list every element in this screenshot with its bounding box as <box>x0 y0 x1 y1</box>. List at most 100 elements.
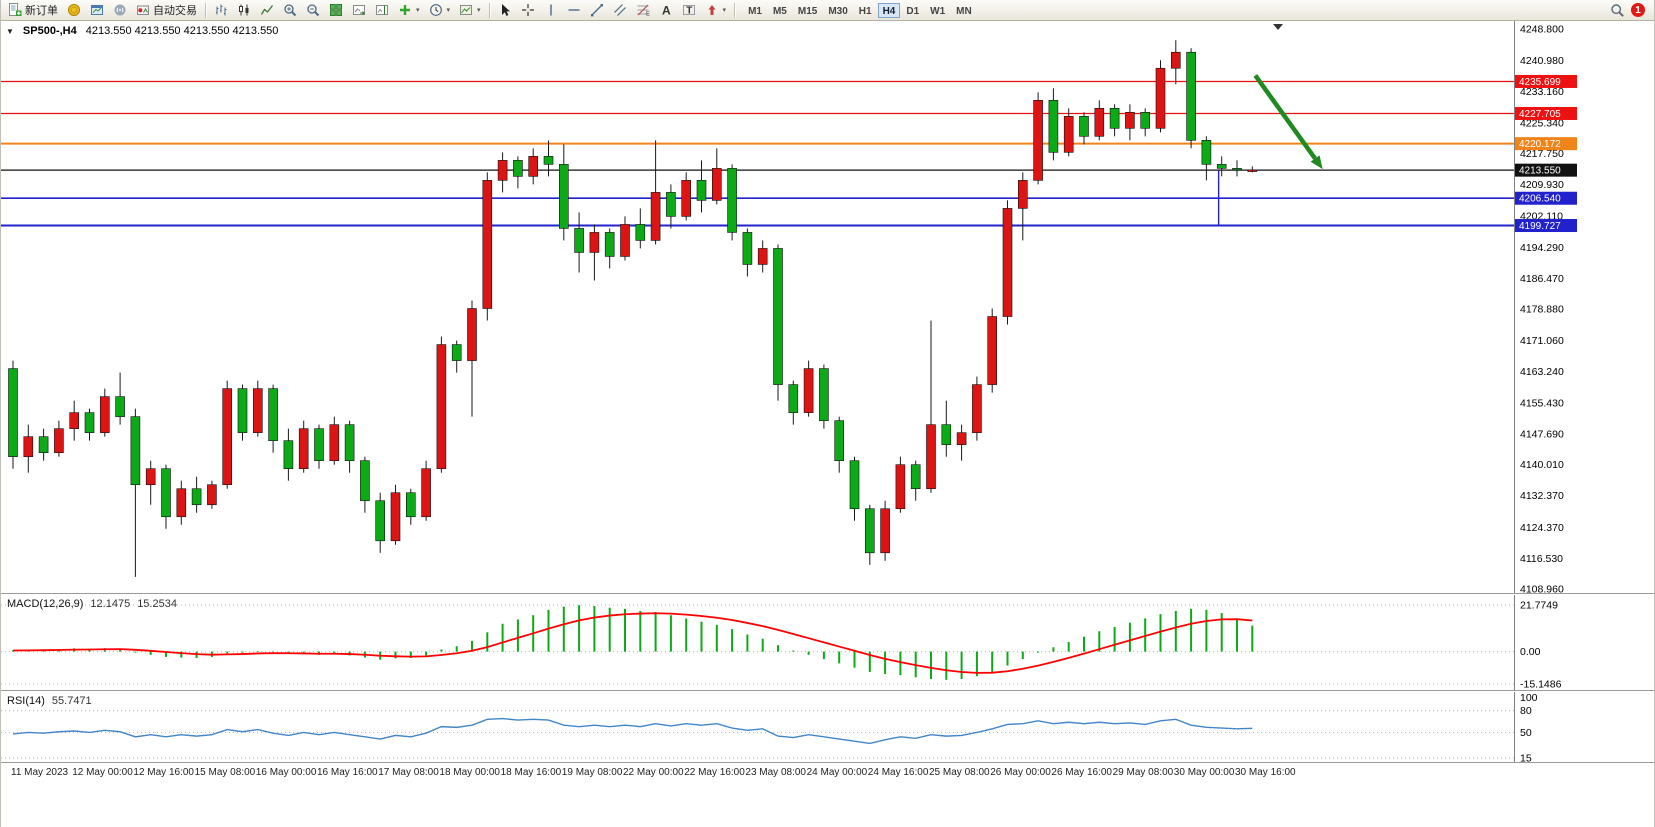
template-icon <box>460 5 473 15</box>
chart-shift-icon <box>376 5 388 15</box>
cursor-icon <box>501 4 510 16</box>
timeframe-button-M5[interactable]: M5 <box>768 3 792 18</box>
svg-text:4116.530: 4116.530 <box>1520 553 1563 565</box>
timeframe-button-H1[interactable]: H1 <box>854 3 877 18</box>
rsi-label-row: RSI(14) 55.7471 <box>7 695 92 707</box>
svg-text:4240.980: 4240.980 <box>1520 55 1564 67</box>
coin-icon <box>68 4 80 16</box>
panel-separator[interactable] <box>1 690 1654 692</box>
panel-separator[interactable] <box>1 762 1654 764</box>
timeframe-buttons: M1 M5 M15 M30 H1 H4 D1 W1 MN <box>743 2 977 18</box>
auto-trading-button[interactable]: 自动交易 <box>132 1 201 19</box>
channel-button[interactable] <box>609 1 631 19</box>
fibonacci-icon: E <box>637 4 650 17</box>
svg-text:-15.1486: -15.1486 <box>1520 679 1562 691</box>
price-level-lines[interactable] <box>1 80 1514 227</box>
svg-text:4213.550: 4213.550 <box>1519 166 1561 177</box>
crosshair-icon <box>521 4 534 16</box>
trendline-button[interactable] <box>586 1 608 19</box>
chart-bars-button[interactable] <box>210 1 232 19</box>
bar-chart-icon <box>216 4 227 16</box>
chart-ohlc-label: 4213.550 4213.550 4213.550 4213.550 <box>85 25 279 37</box>
chart-candles-button[interactable] <box>233 1 255 19</box>
zoom-out-button[interactable] <box>302 1 324 19</box>
auto-trading-label: 自动交易 <box>153 5 197 17</box>
horizontal-line-icon <box>568 9 580 11</box>
timeframe-button-H4[interactable]: H4 <box>877 2 901 18</box>
new-order-button[interactable]: 新订单 <box>4 1 62 19</box>
text-button[interactable]: A <box>655 1 677 19</box>
svg-text:4171.060: 4171.060 <box>1520 335 1564 347</box>
price-chart-canvas[interactable]: 4248.800 4240.980 4233.160 4225.340 4217.750… <box>1 21 1655 593</box>
time-axis-label: 16 May 00:00 <box>255 767 317 778</box>
time-axis-label: 12 May 16:00 <box>133 767 194 778</box>
time-axis-label: 26 May 16:00 <box>1051 767 1112 778</box>
svg-text:100: 100 <box>1520 692 1538 704</box>
toolbar-separator <box>734 2 736 18</box>
caret-down-icon: ▾ <box>722 6 727 14</box>
chart-shift-button[interactable] <box>371 1 393 19</box>
notification-badge[interactable]: 1 <box>1631 3 1645 17</box>
price-level-tags: 4235.699 4227.705 4220.172 4213.550 4206.540… <box>1515 74 1577 233</box>
svg-text:4124.370: 4124.370 <box>1520 522 1564 534</box>
templates-button[interactable]: ▾ <box>455 1 485 19</box>
caret-down-icon: ▾ <box>477 6 481 14</box>
zoom-in-button[interactable] <box>279 1 301 19</box>
macd-signal-line <box>12 612 1253 674</box>
time-axis-label: 24 May 16:00 <box>867 767 929 778</box>
text-label-icon: T <box>682 5 695 17</box>
cursor-button[interactable] <box>494 1 516 19</box>
time-axis-label: 17 May 08:00 <box>378 767 439 778</box>
svg-text:4140.010: 4140.010 <box>1520 459 1564 471</box>
time-axis-label: 11 May 2023 <box>11 767 69 778</box>
horizontal-line-button[interactable] <box>563 1 585 19</box>
time-axis-label: 16 May 16:00 <box>317 767 378 778</box>
chart-symbol-label: SP500-,H4 <box>22 25 77 37</box>
text-label-button[interactable]: T <box>678 1 700 19</box>
periods-button[interactable]: ▾ <box>425 1 455 19</box>
chart-shift-marker-icon[interactable] <box>1273 24 1283 30</box>
chart-window-button[interactable] <box>86 1 108 19</box>
timeframe-button-W1[interactable]: W1 <box>925 3 950 18</box>
search-icon[interactable] <box>1610 3 1625 18</box>
svg-text:4220.172: 4220.172 <box>1519 139 1561 150</box>
channel-icon <box>613 4 626 16</box>
caret-down-icon: ▾ <box>416 6 420 14</box>
timeframe-button-D1[interactable]: D1 <box>901 3 924 18</box>
market-coin-button[interactable] <box>63 1 85 19</box>
time-axis-label: 24 May 00:00 <box>806 767 868 778</box>
community-button[interactable] <box>109 1 131 19</box>
crosshair-button[interactable] <box>517 1 539 19</box>
tile-windows-button[interactable] <box>325 1 347 19</box>
one-click-trading-toggle-icon[interactable]: ▼ <box>6 26 14 36</box>
auto-scroll-button[interactable] <box>348 1 370 19</box>
vertical-line-button[interactable] <box>540 1 562 19</box>
timeframe-button-M30[interactable]: M30 <box>823 3 852 18</box>
new-order-label: 新订单 <box>25 5 58 17</box>
trend-arrow-annotation[interactable] <box>1253 74 1323 170</box>
time-axis-label: 25 May 08:00 <box>929 767 990 778</box>
time-axis-label: 12 May 00:00 <box>72 767 133 778</box>
svg-text:4233.160: 4233.160 <box>1520 86 1564 98</box>
vertical-line-icon <box>549 4 552 16</box>
fibonacci-button[interactable]: E <box>632 1 654 19</box>
chart-line-button[interactable] <box>256 1 278 19</box>
panel-separator[interactable] <box>1 593 1654 595</box>
caret-down-icon: ▾ <box>446 6 451 14</box>
timeframe-button-MN[interactable]: MN <box>951 3 977 18</box>
time-axis-label: 30 May 16:00 <box>1235 767 1296 778</box>
svg-text:4199.727: 4199.727 <box>1519 221 1561 232</box>
rsi-panel: 100 80 50 15 RSI(14) 55.7471 <box>1 692 1655 762</box>
rsi-value: 55.7471 <box>51 695 92 707</box>
macd-main-value: 12.1475 <box>90 598 131 610</box>
arrows-button[interactable]: ▾ <box>701 1 731 19</box>
auto-scroll-icon <box>353 5 366 15</box>
indicators-button[interactable]: ▾ <box>394 1 424 19</box>
macd-canvas[interactable]: 21.7749 0.00 -15.1486 <box>1 595 1655 690</box>
svg-text:4194.290: 4194.290 <box>1520 242 1564 254</box>
timeframe-button-M15[interactable]: M15 <box>793 3 822 18</box>
time-axis[interactable]: 11 May 2023 12 May 00:00 12 May 16:00 15 Ma… <box>1 764 1654 782</box>
timeframe-button-M1[interactable]: M1 <box>743 3 767 18</box>
